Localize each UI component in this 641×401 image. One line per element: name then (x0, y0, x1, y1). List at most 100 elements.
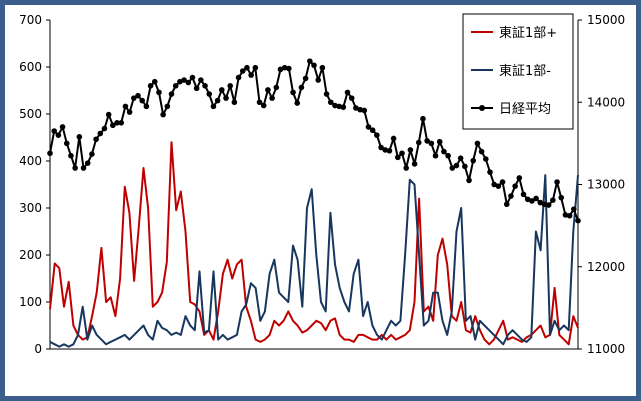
series-point-2 (319, 64, 326, 71)
legend-label-0: 東証1部+ (499, 25, 557, 41)
series-point-2 (210, 103, 217, 110)
series-point-2 (537, 199, 544, 206)
series-point-2 (474, 140, 481, 147)
series-point-2 (499, 179, 506, 185)
series-point-2 (93, 136, 99, 143)
series-point-2 (386, 147, 393, 154)
series-point-2 (290, 89, 296, 96)
series-point-2 (445, 152, 451, 159)
series-point-2 (110, 122, 116, 129)
legend-label-2: 日経平均 (499, 102, 551, 117)
legend-marker-2 (479, 105, 485, 111)
series-point-2 (524, 196, 531, 203)
right-tick-label: 13000 (587, 178, 625, 192)
series-point-2 (206, 91, 213, 97)
series-point-2 (189, 74, 196, 81)
series-point-2 (114, 120, 120, 126)
series-point-2 (97, 130, 104, 137)
series-point-2 (487, 169, 493, 175)
series-point-2 (131, 95, 137, 101)
series-point-2 (294, 100, 301, 106)
series-point-2 (298, 84, 305, 91)
series-point-2 (156, 89, 162, 96)
series-point-2 (449, 165, 456, 171)
series-point-2 (139, 97, 145, 104)
series-point-2 (126, 109, 133, 115)
series-point-2 (512, 183, 518, 189)
series-point-2 (382, 147, 389, 153)
series-point-2 (231, 99, 238, 106)
series-point-2 (353, 105, 359, 111)
left-tick-label: 200 (19, 248, 42, 262)
series-point-2 (80, 165, 87, 171)
right-tick-label: 12000 (587, 260, 625, 274)
series-point-2 (457, 155, 464, 161)
series-point-2 (562, 212, 569, 218)
series-point-2 (168, 91, 175, 97)
series-point-2 (269, 95, 275, 101)
series-point-2 (369, 127, 376, 134)
series-point-2 (436, 138, 443, 145)
series-point-2 (135, 92, 141, 99)
series-point-2 (286, 65, 292, 72)
left-tick-label: 300 (19, 201, 42, 215)
series-point-2 (411, 161, 418, 167)
series-point-2 (315, 77, 321, 83)
series-point-2 (432, 152, 439, 159)
series-point-2 (374, 132, 380, 138)
series-point-2 (491, 181, 497, 188)
series-point-2 (89, 151, 95, 157)
series-point-2 (172, 83, 179, 89)
series-point-2 (151, 78, 158, 85)
series-point-2 (260, 102, 267, 109)
series-point-2 (428, 140, 435, 147)
series-point-2 (235, 74, 242, 81)
series-point-2 (407, 147, 414, 153)
series-point-2 (193, 85, 200, 92)
series-point-2 (105, 111, 112, 118)
series-point-2 (214, 97, 221, 104)
series-point-2 (550, 197, 556, 203)
series-point-2 (202, 83, 208, 89)
series-point-2 (219, 87, 225, 93)
series-point-2 (340, 104, 347, 110)
series-point-2 (478, 148, 485, 155)
series-point-2 (181, 77, 187, 83)
series-point-2 (529, 198, 535, 204)
left-tick-label: 400 (19, 154, 42, 168)
series-point-2 (495, 183, 502, 189)
series-point-2 (307, 58, 313, 64)
series-point-2 (566, 212, 573, 219)
series-point-2 (55, 132, 62, 138)
series-point-2 (76, 133, 83, 140)
series-point-2 (281, 64, 288, 71)
left-tick-label: 700 (19, 13, 42, 27)
right-tick-label: 14000 (587, 95, 625, 109)
left-tick-label: 0 (34, 342, 42, 356)
left-tick-label: 600 (19, 60, 42, 74)
series-point-2 (256, 99, 263, 106)
series-point-2 (462, 163, 468, 170)
series-point-2 (143, 103, 150, 110)
series-point-2 (357, 106, 363, 113)
series-point-2 (365, 124, 372, 130)
series-point-2 (545, 202, 552, 208)
series-point-2 (516, 175, 523, 181)
series-point-2 (575, 217, 581, 224)
series-point-2 (252, 64, 259, 71)
series-point-2 (554, 179, 560, 185)
series-point-2 (503, 201, 510, 208)
series-point-2 (327, 99, 334, 106)
series-point-2 (118, 120, 125, 126)
series-point-2 (395, 154, 401, 161)
left-tick-label: 500 (19, 107, 42, 121)
series-point-2 (348, 95, 355, 101)
series-point-2 (378, 144, 384, 151)
series-point-2 (453, 162, 460, 169)
right-tick-label: 15000 (587, 13, 625, 27)
series-point-2 (248, 72, 254, 78)
series-point-2 (336, 103, 342, 110)
series-point-2 (47, 150, 53, 157)
series-point-2 (541, 201, 548, 208)
